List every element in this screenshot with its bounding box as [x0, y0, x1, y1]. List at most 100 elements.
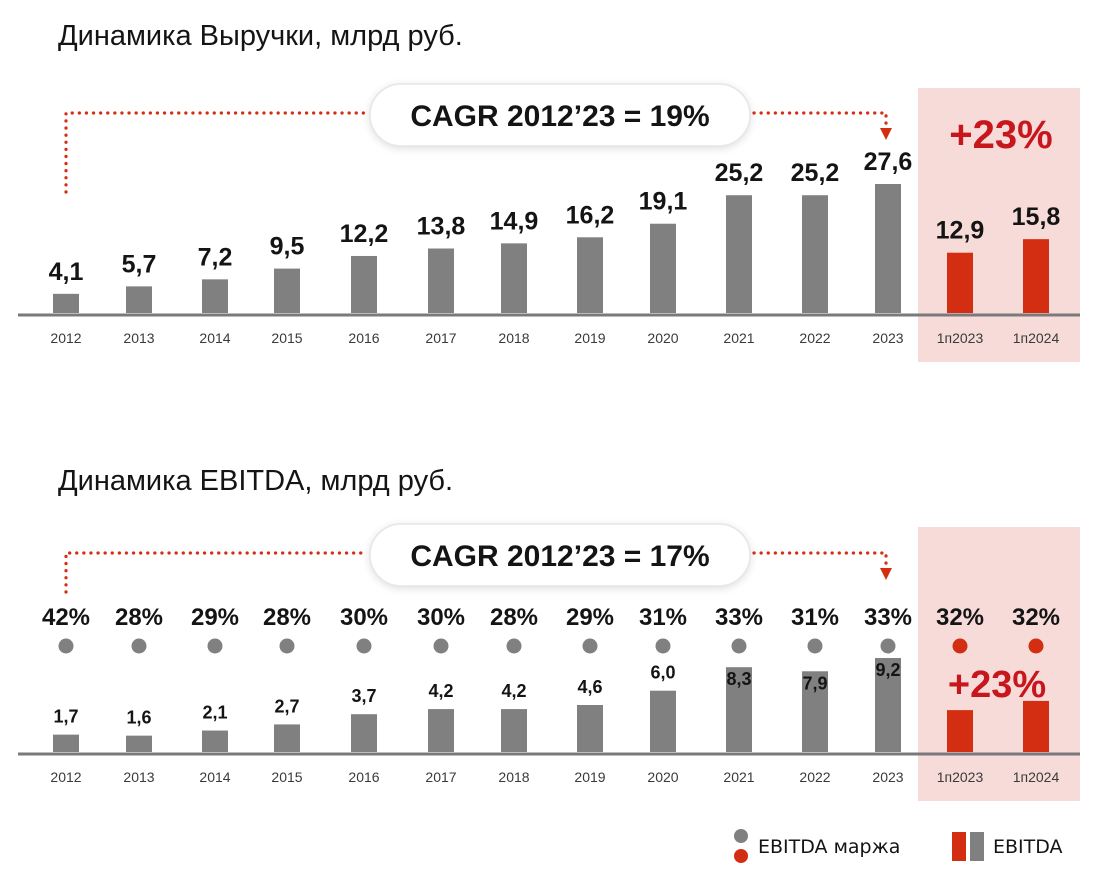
ebitda-bar-2020 [650, 690, 676, 752]
ebitda-value-label: 9,2 [875, 660, 900, 680]
revenue-tick-label: 2014 [199, 330, 230, 346]
ebitda-bar-1п2023 [947, 710, 973, 752]
revenue-tick-label: 2020 [647, 330, 678, 346]
legend-bar-label: EBITDA [993, 836, 1063, 858]
revenue-bars: 4,1 2012 5,7 2013 7,2 2014 9,5 2015 12,2 2016 13,8… [49, 148, 1061, 346]
ebitda-tick-label: 2020 [647, 769, 678, 785]
ebitda-margin-label: 32% [936, 604, 984, 631]
revenue-value-label: 12,9 [936, 217, 985, 245]
revenue-tick-label: 2022 [799, 330, 830, 346]
revenue-value-label: 9,5 [270, 233, 305, 261]
legend: EBITDA маржа EBITDA [734, 829, 1063, 863]
ebitda-value-label: 4,2 [501, 681, 526, 701]
ebitda-margin-dot [1028, 638, 1044, 654]
revenue-value-label: 12,2 [340, 220, 389, 248]
revenue-tick-label: 2016 [348, 330, 379, 346]
ebitda-arrow-head-icon [880, 568, 892, 580]
ebitda-tick-label: 2019 [574, 769, 605, 785]
ebitda-margin-label: 28% [115, 604, 163, 631]
ebitda-value-label: 8,3 [726, 669, 751, 689]
ebitda-tick-label: 2012 [50, 769, 81, 785]
ebitda-cagr-pill [369, 523, 751, 587]
revenue-cagr-badge: CAGR 2012’23 = 19% [369, 83, 751, 147]
revenue-bar-2023 [875, 184, 901, 313]
ebitda-margin-label: 31% [791, 604, 839, 631]
revenue-chart-title: Динамика Выручки, млрд руб. [58, 20, 463, 52]
ebitda-bar-2016 [351, 714, 377, 752]
revenue-arrow-head-icon [880, 128, 892, 140]
revenue-bar-2019 [577, 237, 603, 313]
revenue-bar-1п2024 [1023, 239, 1049, 313]
revenue-bar-2020 [650, 223, 676, 313]
ebitda-margin-label: 33% [715, 604, 763, 631]
ebitda-value-label: 2,1 [202, 703, 227, 723]
ebitda-value-label: 6,0 [650, 663, 675, 683]
revenue-value-label: 7,2 [198, 243, 233, 271]
ebitda-arrow-right-path [752, 551, 888, 568]
ebitda-bar-2015 [274, 724, 300, 752]
ebitda-tick-label: 2015 [271, 769, 302, 785]
ebitda-value-label: 7,9 [802, 673, 827, 693]
ebitda-value-label: 3,7 [351, 686, 376, 706]
ebitda-margin-dot [58, 638, 74, 654]
ebitda-tick-label: 2018 [498, 769, 529, 785]
ebitda-bar-2023 [875, 658, 901, 752]
revenue-value-label: 14,9 [490, 207, 539, 235]
ebitda-margin-dot [506, 638, 522, 654]
ebitda-margin-dot [655, 638, 671, 654]
revenue-cagr-arrow [64, 111, 892, 194]
ebitda-margin-dot [807, 638, 823, 654]
ebitda-margin-label: 28% [263, 604, 311, 631]
legend-red-dot-icon [734, 849, 748, 863]
ebitda-tick-label: 2023 [872, 769, 903, 785]
ebitda-value-label: 2,7 [274, 696, 299, 716]
revenue-value-label: 25,2 [715, 159, 764, 187]
legend-gray-dot-icon [734, 829, 748, 843]
ebitda-bar-2013 [126, 735, 152, 752]
revenue-bar-2013 [126, 286, 152, 313]
revenue-tick-label: 2019 [574, 330, 605, 346]
ebitda-chart: Динамика EBITDA, млрд руб. CAGR 2012’23 … [18, 465, 1080, 801]
ebitda-tick-label: 1п2023 [937, 769, 984, 785]
ebitda-cagr-arrow [64, 551, 892, 594]
revenue-bar-2018 [501, 243, 527, 313]
ebitda-growth-label: +23% [948, 664, 1046, 706]
ebitda-margin-label: 30% [340, 604, 388, 631]
ebitda-bar-2018 [501, 709, 527, 752]
ebitda-tick-label: 2021 [723, 769, 754, 785]
revenue-tick-label: 1п2024 [1013, 330, 1060, 346]
ebitda-margin-label: 31% [639, 604, 687, 631]
ebitda-arrow-left-path [64, 551, 368, 594]
ebitda-margin-label: 29% [566, 604, 614, 631]
ebitda-tick-label: 2014 [199, 769, 230, 785]
revenue-value-label: 13,8 [417, 213, 466, 241]
ebitda-margin-dot [582, 638, 598, 654]
revenue-cagr-pill [369, 83, 751, 147]
revenue-growth-label: +23% [949, 113, 1052, 157]
revenue-tick-label: 2013 [123, 330, 154, 346]
revenue-value-label: 16,2 [566, 201, 615, 229]
revenue-bar-1п2023 [947, 252, 973, 313]
ebitda-cagr-badge: CAGR 2012’23 = 17% [369, 523, 751, 587]
revenue-value-label: 25,2 [791, 159, 840, 187]
ebitda-bar-2021 [726, 667, 752, 752]
revenue-value-label: 27,6 [864, 148, 913, 176]
revenue-tick-label: 1п2023 [937, 330, 984, 346]
ebitda-margin-label: 32% [1012, 604, 1060, 631]
legend-red-bar-icon [952, 832, 966, 861]
ebitda-margin-label: 30% [417, 604, 465, 631]
ebitda-bar-2014 [202, 730, 228, 752]
revenue-bar-2014 [202, 279, 228, 313]
revenue-value-label: 15,8 [1012, 203, 1061, 231]
legend-item-margin: EBITDA маржа [734, 829, 900, 863]
revenue-bar-2012 [53, 293, 79, 313]
ebitda-value-label: 4,2 [428, 681, 453, 701]
ebitda-bar-2017 [428, 709, 454, 752]
ebitda-margin-label: 33% [864, 604, 912, 631]
revenue-bar-2021 [726, 195, 752, 313]
ebitda-margin-dot [433, 638, 449, 654]
ebitda-value-label: 4,6 [577, 677, 602, 697]
ebitda-margin-label: 29% [191, 604, 239, 631]
revenue-tick-label: 2018 [498, 330, 529, 346]
